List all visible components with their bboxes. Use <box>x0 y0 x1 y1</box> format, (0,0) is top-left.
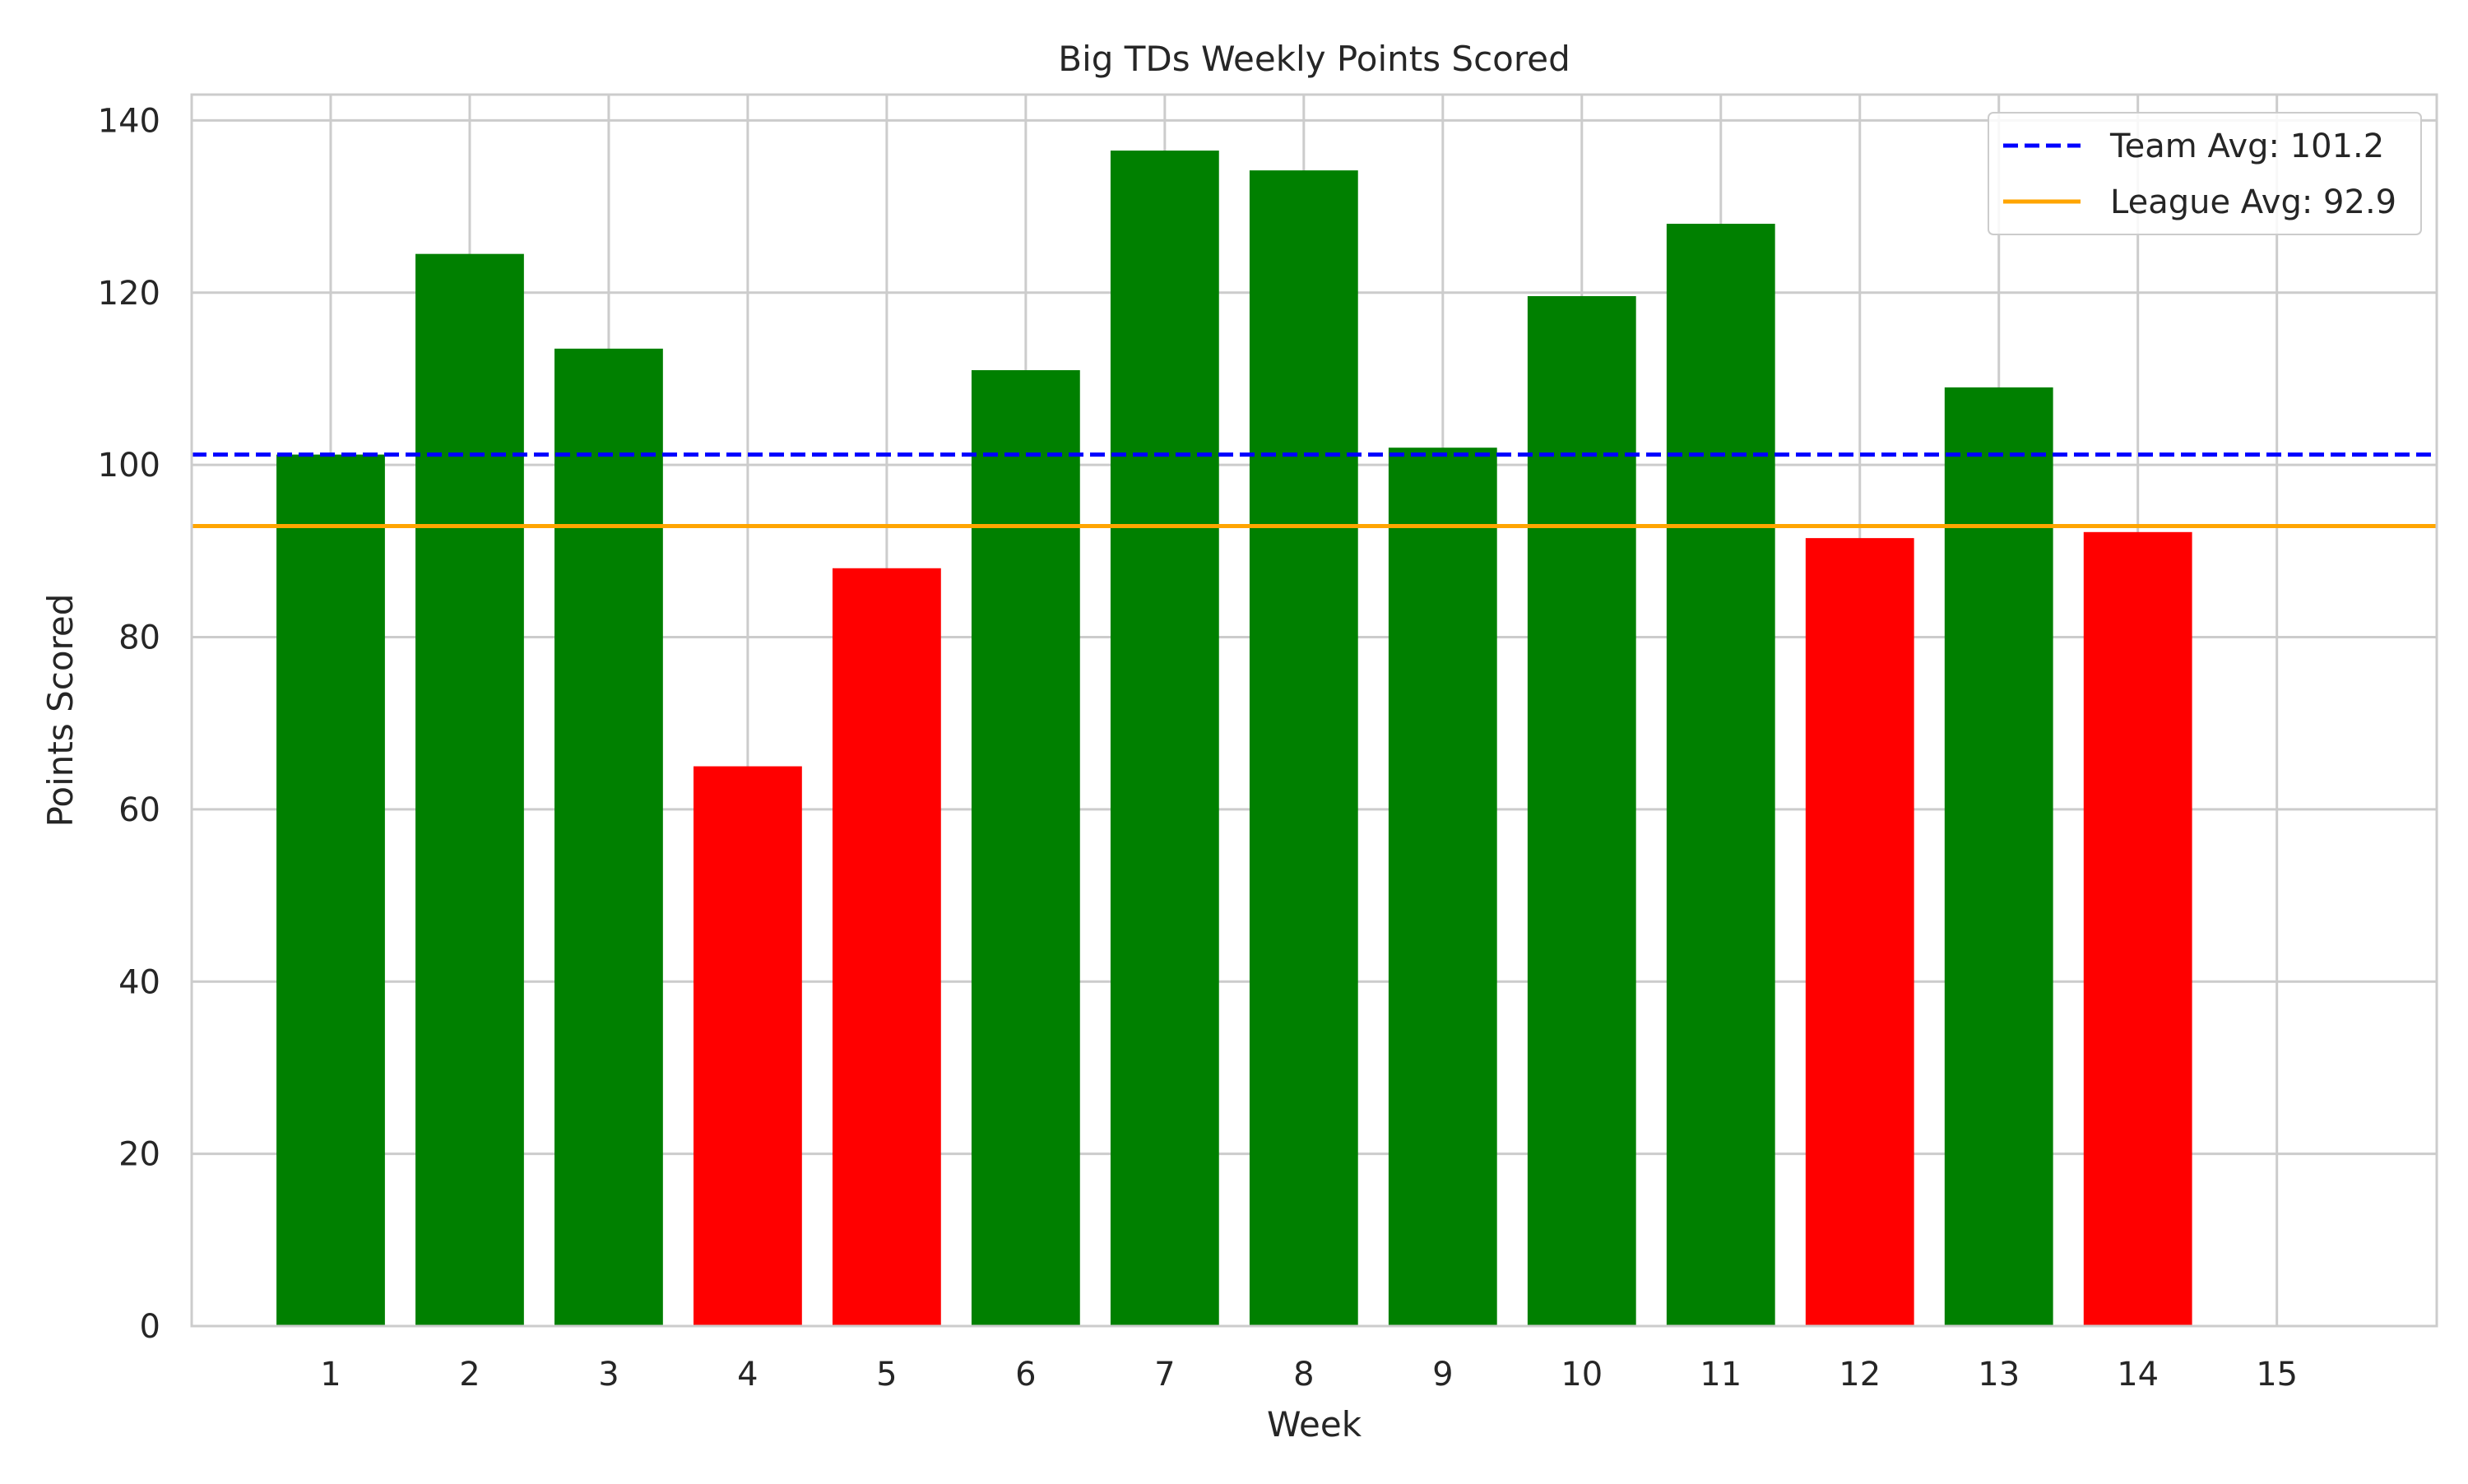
bar-week-12 <box>1806 538 1914 1326</box>
x-tick-label: 8 <box>1293 1356 1314 1394</box>
bar-week-9 <box>1389 448 1497 1326</box>
x-tick-label: 4 <box>737 1356 758 1394</box>
y-axis-label: Points Scored <box>40 594 81 828</box>
bar-week-10 <box>1528 296 1636 1326</box>
bar-week-7 <box>1111 151 1219 1326</box>
x-tick-label: 10 <box>1561 1356 1603 1394</box>
x-tick-label: 9 <box>1432 1356 1453 1394</box>
bar-week-13 <box>1945 387 2053 1326</box>
x-tick-label: 7 <box>1154 1356 1175 1394</box>
x-tick-label: 5 <box>876 1356 897 1394</box>
chart-title: Big TDs Weekly Points Scored <box>1058 39 1570 79</box>
bar-week-3 <box>554 349 663 1326</box>
bar-week-6 <box>972 370 1080 1326</box>
y-tick-label: 100 <box>98 447 160 485</box>
y-tick-labels: 0 20 40 60 80 100 120 140 <box>98 102 160 1346</box>
bar-week-5 <box>833 568 941 1326</box>
y-tick-label: 0 <box>140 1308 160 1346</box>
legend-label-league-avg: League Avg: 92.9 <box>2110 183 2396 221</box>
x-tick-label: 2 <box>459 1356 480 1394</box>
y-tick-label: 60 <box>118 791 160 829</box>
x-tick-label: 12 <box>1839 1356 1881 1394</box>
x-tick-label: 14 <box>2117 1356 2159 1394</box>
y-tick-label: 80 <box>118 619 160 657</box>
legend-label-team-avg: Team Avg: 101.2 <box>2109 128 2384 165</box>
bar-week-4 <box>694 767 802 1326</box>
x-tick-label: 15 <box>2256 1356 2298 1394</box>
y-tick-label: 20 <box>118 1136 160 1174</box>
bar-week-14 <box>2084 532 2192 1326</box>
bar-week-8 <box>1250 170 1358 1326</box>
y-tick-label: 40 <box>118 963 160 1001</box>
legend: Team Avg: 101.2 League Avg: 92.9 <box>1988 113 2421 234</box>
x-tick-label: 3 <box>598 1356 619 1394</box>
x-axis-label: Week <box>1267 1404 1362 1445</box>
x-tick-label: 11 <box>1700 1356 1742 1394</box>
x-tick-labels: 1 2 3 4 5 6 7 8 9 10 11 12 13 14 15 <box>320 1356 2298 1394</box>
bar-week-1 <box>276 455 385 1326</box>
x-tick-label: 13 <box>1978 1356 2020 1394</box>
x-tick-label: 1 <box>320 1356 341 1394</box>
y-tick-label: 140 <box>98 102 160 140</box>
bar-week-2 <box>415 254 524 1326</box>
bars <box>276 151 2192 1326</box>
x-tick-label: 6 <box>1015 1356 1036 1394</box>
y-tick-label: 120 <box>98 275 160 313</box>
bar-week-11 <box>1667 224 1775 1326</box>
